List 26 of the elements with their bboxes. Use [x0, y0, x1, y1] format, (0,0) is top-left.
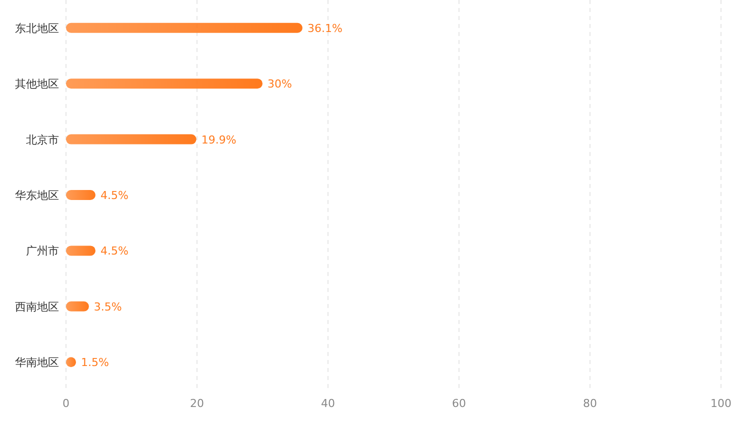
- y-tick-label: 华南地区: [15, 356, 59, 370]
- x-tick-label: 60: [452, 397, 466, 410]
- bar: [66, 246, 96, 256]
- data-label: 19.9%: [201, 133, 236, 146]
- data-label: 30%: [268, 78, 292, 91]
- data-label: 36.1%: [307, 22, 342, 35]
- data-label: 1.5%: [81, 356, 109, 370]
- y-tick-label: 其他地区: [15, 78, 59, 91]
- bar: [66, 301, 89, 312]
- bar: [66, 78, 262, 89]
- data-label: 4.5%: [100, 244, 128, 258]
- x-tick-label: 0: [62, 397, 70, 410]
- x-tick-label: 100: [710, 397, 732, 410]
- x-tick-label: 40: [321, 397, 335, 410]
- y-tick-label: 北京市: [26, 133, 59, 146]
- y-tick-label: 西南地区: [15, 300, 59, 314]
- bar: [66, 22, 302, 33]
- x-tick-label: 80: [583, 397, 597, 410]
- y-tick-label: 华东地区: [15, 189, 59, 202]
- data-label: 3.5%: [94, 300, 122, 314]
- y-tick-label: 广州市: [26, 244, 59, 258]
- bar: [66, 134, 196, 144]
- data-label: 4.5%: [100, 189, 128, 202]
- y-tick-label: 东北地区: [15, 22, 59, 35]
- x-tick-label: 20: [190, 397, 204, 410]
- bar: [66, 190, 96, 200]
